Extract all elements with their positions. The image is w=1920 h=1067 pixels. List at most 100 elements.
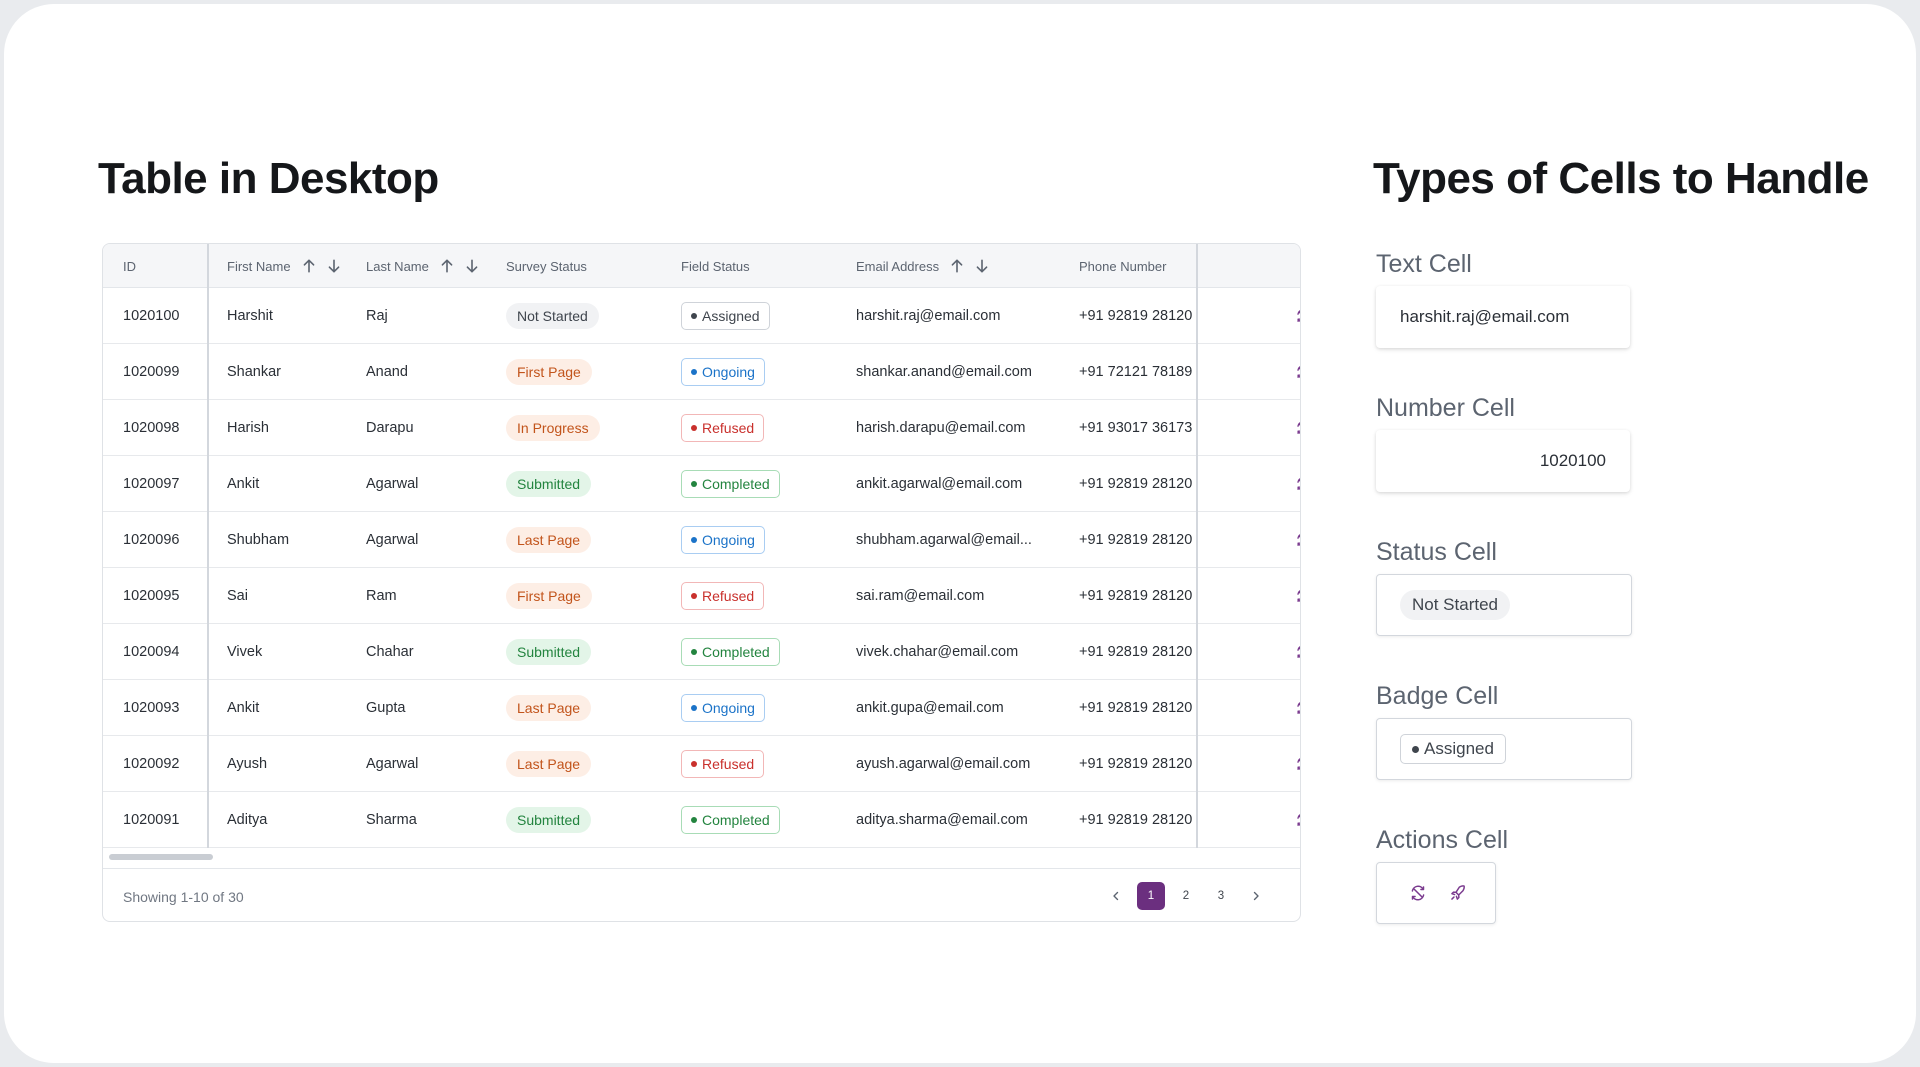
table-row[interactable]: 1020091 Aditya Sharma Submitted Completed adi… <box>103 792 1300 848</box>
page-button-1[interactable]: 1 <box>1137 882 1165 910</box>
text-cell-label: Text Cell <box>1376 250 1472 278</box>
action-group <box>1295 532 1300 548</box>
table-row[interactable]: 1020100 Harshit Raj Not Started Assigned hars… <box>103 288 1300 344</box>
table-row[interactable]: 1020092 Ayush Agarwal Last Page Refused ayush… <box>103 736 1300 792</box>
phone-cell: +91 92819 28120 <box>1079 475 1193 492</box>
status-pill: Last Page <box>506 526 592 553</box>
sticky-column-divider <box>207 244 209 848</box>
first-name-cell: Ankit <box>227 699 260 716</box>
sort-desc-icon[interactable] <box>464 258 480 274</box>
field-status-cell: Ongoing <box>681 512 851 567</box>
phone-cell: +91 72121 78189 <box>1079 363 1193 380</box>
table-row[interactable]: 1020094 Vivek Chahar Submitted Completed vive… <box>103 624 1300 680</box>
sync-icon[interactable] <box>1295 420 1300 436</box>
table-row[interactable]: 1020098 Harish Darapu In Progress Refused har… <box>103 400 1300 456</box>
field-status-badge: Completed <box>681 469 780 498</box>
phone-cell: +91 92819 28120 <box>1079 587 1193 604</box>
field-status-cell: Completed <box>681 792 851 847</box>
number-cell-demo: 1020100 <box>1376 430 1630 492</box>
sync-icon[interactable] <box>1295 812 1300 828</box>
actions-cell <box>1295 680 1300 735</box>
header-field-status: Field Status <box>681 258 750 274</box>
id-cell: 1020097 <box>123 475 180 492</box>
page-button-2[interactable]: 2 <box>1182 890 1190 902</box>
rocket-icon[interactable] <box>1449 884 1467 902</box>
badge-dot <box>691 648 697 655</box>
email-cell: harshit.raj@email.com <box>856 307 1001 324</box>
actions-cell <box>1295 568 1300 623</box>
sync-icon[interactable] <box>1295 476 1300 492</box>
field-status-badge: Refused <box>681 413 765 442</box>
sort-asc-icon[interactable] <box>301 258 317 274</box>
sync-icon[interactable] <box>1409 884 1427 902</box>
phone-cell: +91 92819 28120 <box>1079 699 1193 716</box>
badge-dot <box>691 592 697 599</box>
table-row[interactable]: 1020099 Shankar Anand First Page Ongoing shan… <box>103 344 1300 400</box>
email-cell: shankar.anand@email.com <box>856 363 1032 380</box>
survey-status-cell: Submitted <box>506 624 676 679</box>
table-header: ID First Name Last Name Survey Status Fi… <box>103 244 1300 288</box>
footer-divider <box>103 868 1300 869</box>
sort-asc-icon[interactable] <box>439 258 455 274</box>
action-group <box>1295 756 1300 772</box>
sort-asc-icon[interactable] <box>949 258 965 274</box>
status-pill: In Progress <box>506 414 600 441</box>
section-title: Types of Cells to Handle <box>1373 154 1869 203</box>
status-pill: Not Started <box>506 302 599 329</box>
sort-desc-icon[interactable] <box>974 258 990 274</box>
badge-dot <box>691 368 697 375</box>
field-status-cell: Completed <box>681 456 851 511</box>
badge-dot <box>691 536 697 543</box>
actions-cell <box>1295 344 1300 399</box>
sync-icon[interactable] <box>1295 644 1300 660</box>
table-row[interactable]: 1020096 Shubham Agarwal Last Page Ongoing shu… <box>103 512 1300 568</box>
first-name-cell: Harish <box>227 419 269 436</box>
last-name-cell: Sharma <box>366 811 417 828</box>
table-row[interactable]: 1020097 Ankit Agarwal Submitted Completed ank… <box>103 456 1300 512</box>
phone-cell: +91 92819 28120 <box>1079 811 1193 828</box>
status-pill: Submitted <box>506 470 592 497</box>
first-name-cell: Vivek <box>227 643 263 660</box>
horizontal-scrollbar[interactable] <box>109 854 213 860</box>
sync-icon[interactable] <box>1295 532 1300 548</box>
sync-icon[interactable] <box>1295 364 1300 380</box>
next-page-button[interactable] <box>1242 882 1270 910</box>
id-cell: 1020091 <box>123 811 180 828</box>
field-status-cell: Ongoing <box>681 344 851 399</box>
page-button-3[interactable]: 3 <box>1217 890 1225 902</box>
sync-icon[interactable] <box>1295 308 1300 324</box>
text-cell-value: harshit.raj@email.com <box>1400 307 1570 326</box>
status-pill: First Page <box>506 582 592 609</box>
status-pill: Last Page <box>506 694 592 721</box>
badge-dot <box>691 816 697 823</box>
survey-status-cell: In Progress <box>506 400 676 455</box>
action-group <box>1295 476 1300 492</box>
table-row[interactable]: 1020095 Sai Ram First Page Refused sai.ram@em… <box>103 568 1300 624</box>
actions-cell <box>1295 400 1300 455</box>
survey-status-cell: Last Page <box>506 736 676 791</box>
action-group <box>1409 884 1467 902</box>
email-cell: aditya.sharma@email.com <box>856 811 1028 828</box>
first-name-cell: Sai <box>227 587 248 604</box>
last-name-cell: Raj <box>366 307 388 324</box>
sync-icon[interactable] <box>1295 588 1300 604</box>
sync-icon[interactable] <box>1295 756 1300 772</box>
number-cell-label: Number Cell <box>1376 394 1515 422</box>
field-status-cell: Refused <box>681 736 851 791</box>
page-title: Table in Desktop <box>98 154 439 203</box>
actions-cell <box>1295 736 1300 791</box>
action-group <box>1295 644 1300 660</box>
phone-cell: +91 92819 28120 <box>1079 643 1193 660</box>
status-cell-demo: Not Started <box>1376 574 1632 636</box>
survey-status-cell: Last Page <box>506 680 676 735</box>
field-status-cell: Completed <box>681 624 851 679</box>
sort-desc-icon[interactable] <box>326 258 342 274</box>
field-status-badge: Refused <box>681 749 765 778</box>
prev-page-button[interactable] <box>1102 882 1130 910</box>
table-row[interactable]: 1020093 Ankit Gupta Last Page Ongoing ankit.g… <box>103 680 1300 736</box>
action-group <box>1295 700 1300 716</box>
field-status-badge: Ongoing <box>681 693 765 722</box>
badge-dot <box>691 760 697 767</box>
survey-status-cell: Submitted <box>506 792 676 847</box>
sync-icon[interactable] <box>1295 700 1300 716</box>
